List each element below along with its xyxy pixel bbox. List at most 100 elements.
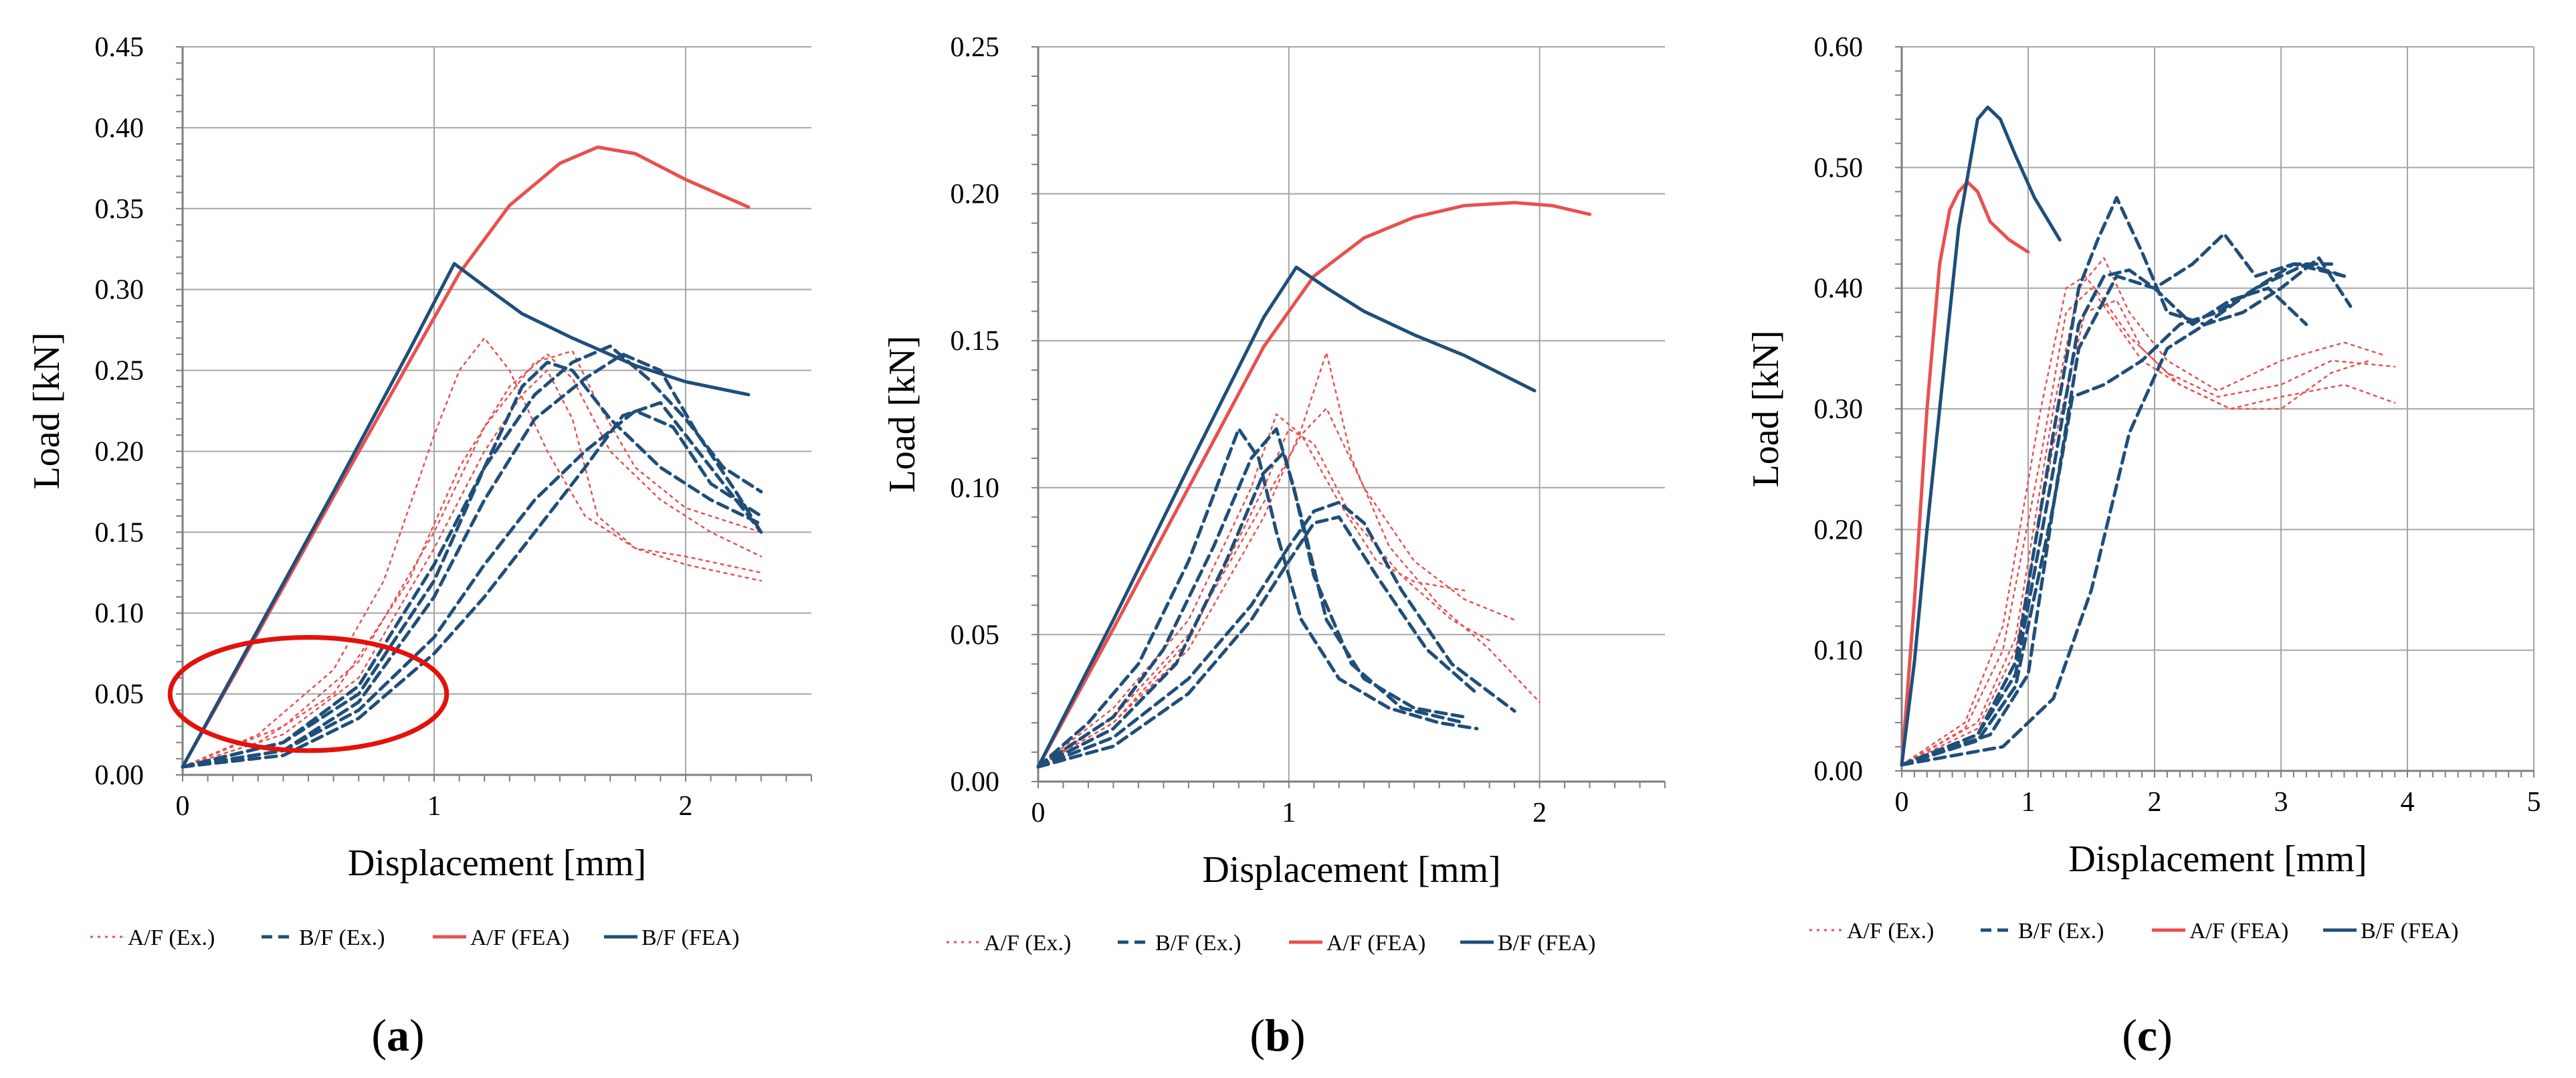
- x-axis-label: Displacement [mm]: [348, 842, 646, 884]
- x-axis-label: Displacement [mm]: [2068, 838, 2367, 880]
- panel-label-close: ): [409, 1010, 425, 1061]
- y-minor-ticks: [1031, 46, 1038, 782]
- y-tick-label: 0.15: [951, 326, 1000, 357]
- series-line-solid: [1036, 265, 1537, 769]
- x-minor-ticks: [1037, 782, 1666, 788]
- y-tick-label: 0.35: [95, 194, 144, 225]
- panel-label-open: (: [2122, 1010, 2137, 1061]
- series-line-dashed: [181, 401, 763, 769]
- y-tick-label: 0.50: [1814, 153, 1864, 183]
- x-axis-label: Displacement [mm]: [1202, 849, 1500, 891]
- series-line-dashed: [1036, 427, 1466, 769]
- series-line-dotted: [181, 353, 763, 768]
- series-line-solid: [181, 262, 751, 769]
- y-tick-label: 0.00: [95, 760, 144, 791]
- legend: A/F (Ex.) B/F (Ex.) A/F (FEA) B/F (FEA): [1809, 919, 2458, 944]
- legend-label: A/F (Ex.): [1847, 919, 1934, 944]
- series-line-solid: [1900, 105, 2062, 767]
- series-line-dotted: [181, 337, 763, 768]
- y-tick-label: 0.40: [95, 113, 144, 144]
- y-tick-label: 0.20: [1814, 515, 1864, 545]
- series-line-dashed: [1036, 501, 1516, 769]
- legend: A/F (Ex.) B/F (Ex.) A/F (FEA) B/F (FEA): [947, 931, 1595, 956]
- panel-label: (b): [1250, 1010, 1305, 1061]
- legend-label: B/F (FEA): [1498, 931, 1595, 956]
- series-line-dashed: [1900, 256, 2353, 767]
- panel-label-letter: c: [2137, 1010, 2157, 1061]
- x-tick-label: 3: [2274, 787, 2288, 818]
- legend-label: B/F (Ex.): [2018, 919, 2104, 944]
- y-tick-label: 0.10: [1814, 636, 1864, 666]
- x-tick-label: 0: [176, 791, 190, 822]
- y-axis-label: Load [kN]: [26, 333, 68, 490]
- chart-panel-a: 0.00 0.05 0.10 0.15 0.20 0.25 0.30 0.35 0.40 0.45…: [26, 32, 812, 1061]
- y-tick-label: 0.15: [95, 517, 144, 548]
- x-tick-label: 5: [2527, 787, 2541, 818]
- legend-label: B/F (FEA): [641, 925, 739, 950]
- panel-label-letter: a: [387, 1010, 409, 1061]
- y-minor-ticks: [176, 46, 183, 776]
- series-line-dotted: [1037, 351, 1541, 768]
- x-tick-label: 2: [679, 791, 693, 822]
- highlight-ellipse: [167, 634, 450, 753]
- series-line-dashed: [181, 352, 763, 769]
- y-tick-label: 0.00: [1814, 756, 1864, 787]
- x-minor-ticks: [1901, 771, 2535, 778]
- series-line-dashed: [181, 409, 763, 769]
- legend-label: A/F (FEA): [1326, 931, 1425, 956]
- series-line-dotted: [1900, 287, 2396, 766]
- y-minor-ticks: [1895, 46, 1902, 772]
- series-line-dotted: [1037, 413, 1466, 768]
- y-tick-label: 0.60: [1814, 32, 1864, 63]
- legend-label: B/F (Ex.): [1155, 931, 1241, 956]
- panel-label-close: ): [1290, 1010, 1306, 1061]
- legend: A/F (Ex.) B/F (Ex.) A/F (FEA) B/F (FEA): [90, 925, 739, 950]
- y-tick-label: 0.10: [95, 598, 144, 629]
- y-tick-label: 0.30: [95, 275, 144, 306]
- series-line-dotted: [1900, 257, 2383, 766]
- series-line-dotted: [181, 350, 763, 768]
- x-tick-label: 1: [2021, 787, 2036, 818]
- series-line-dashed: [1900, 232, 2346, 767]
- series-line-dashed: [1036, 450, 1466, 769]
- series-line-dashed: [1036, 427, 1479, 769]
- series-group: [181, 145, 763, 769]
- series-line-dashed: [1900, 268, 2308, 767]
- y-axis-label: Load [kN]: [1745, 331, 1787, 488]
- panel-label: (c): [2122, 1010, 2173, 1061]
- y-tick-label: 0.05: [951, 620, 1000, 650]
- y-tick-label: 0.25: [951, 32, 1000, 63]
- x-tick-label: 2: [1532, 798, 1547, 828]
- x-tick-label: 4: [2401, 787, 2415, 818]
- panel-label-open: (: [371, 1010, 387, 1061]
- x-tick-label: 2: [2148, 787, 2162, 818]
- legend-label: A/F (Ex.): [128, 925, 215, 950]
- legend-label: A/F (FEA): [2189, 919, 2288, 944]
- series-line-solid: [1036, 201, 1592, 769]
- x-tick-label: 1: [427, 791, 441, 822]
- y-axis-label: Load [kN]: [882, 336, 923, 493]
- legend-label: B/F (Ex.): [299, 925, 385, 950]
- y-tick-label: 0.45: [95, 32, 144, 63]
- y-tick-label: 0.05: [95, 679, 144, 710]
- series-line-dotted: [1900, 299, 2371, 766]
- x-minor-ticks: [182, 775, 812, 782]
- legend-label: A/F (Ex.): [984, 931, 1071, 956]
- series-line-dotted: [1900, 275, 2396, 766]
- y-tick-label: 0.10: [951, 473, 1000, 504]
- legend-label: A/F (FEA): [470, 925, 569, 950]
- x-tick-label: 1: [1282, 798, 1296, 828]
- y-tick-label: 0.30: [1814, 394, 1864, 425]
- series-line-dashed: [181, 361, 763, 769]
- chart-panel-b: 0.00 0.05 0.10 0.15 0.20 0.25 0 1 2 Displacement …: [882, 32, 1666, 1061]
- series-line-dashed: [1900, 262, 2334, 767]
- series-line-dotted: [1037, 428, 1490, 768]
- series-line-dashed: [1036, 515, 1479, 769]
- x-tick-label: 0: [1031, 798, 1046, 828]
- series-line-dashed: [1900, 195, 2346, 767]
- series-line-dotted: [1037, 407, 1516, 768]
- series-line-solid: [1900, 180, 2030, 767]
- panel-label-open: (: [1250, 1010, 1265, 1061]
- panel-label-close: ): [2157, 1010, 2173, 1061]
